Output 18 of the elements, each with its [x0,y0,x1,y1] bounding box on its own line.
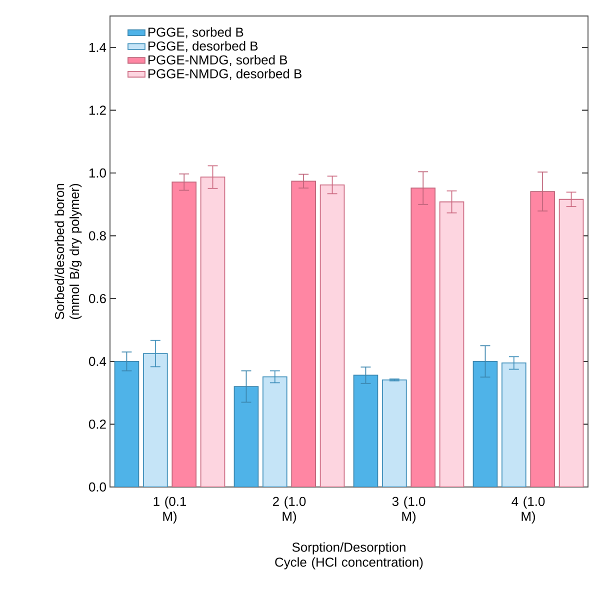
x-tick-label: 3 (1.0 M) [392,496,426,524]
y-tick-label: 1.2 [89,106,106,115]
y-tick-label: 1.0 [89,168,106,178]
legend-label: PGGE, sorbed B [148,27,244,38]
x-axis-title: Sorption/Desorption Cycle (HCl concentration) [275,542,423,570]
y-tick-label: 1.4 [89,42,106,52]
x-tick-label: 4 (1.0 M) [512,496,545,524]
legend-label: PGGE-NMDG, desorbed B [148,68,302,80]
y-tick-label: 0.4 [88,356,106,366]
y-tick-label: 0.2 [88,420,106,429]
x-tick-label: 2 (1.0 M) [272,496,306,524]
x-tick-label: 1 (0.1 M) [154,496,186,524]
legend-label: PGGE-NMDG, sorbed B [148,54,288,66]
y-tick-label: 0.8 [88,231,106,240]
y-tick-label: 0.6 [88,294,106,304]
legend-label: PGGE, desorbed B [148,41,258,52]
y-axis-title: Sorbed/desorbed boron (mmol B/g dry polymer) [54,184,82,320]
y-tick-label: 0.0 [88,482,106,492]
